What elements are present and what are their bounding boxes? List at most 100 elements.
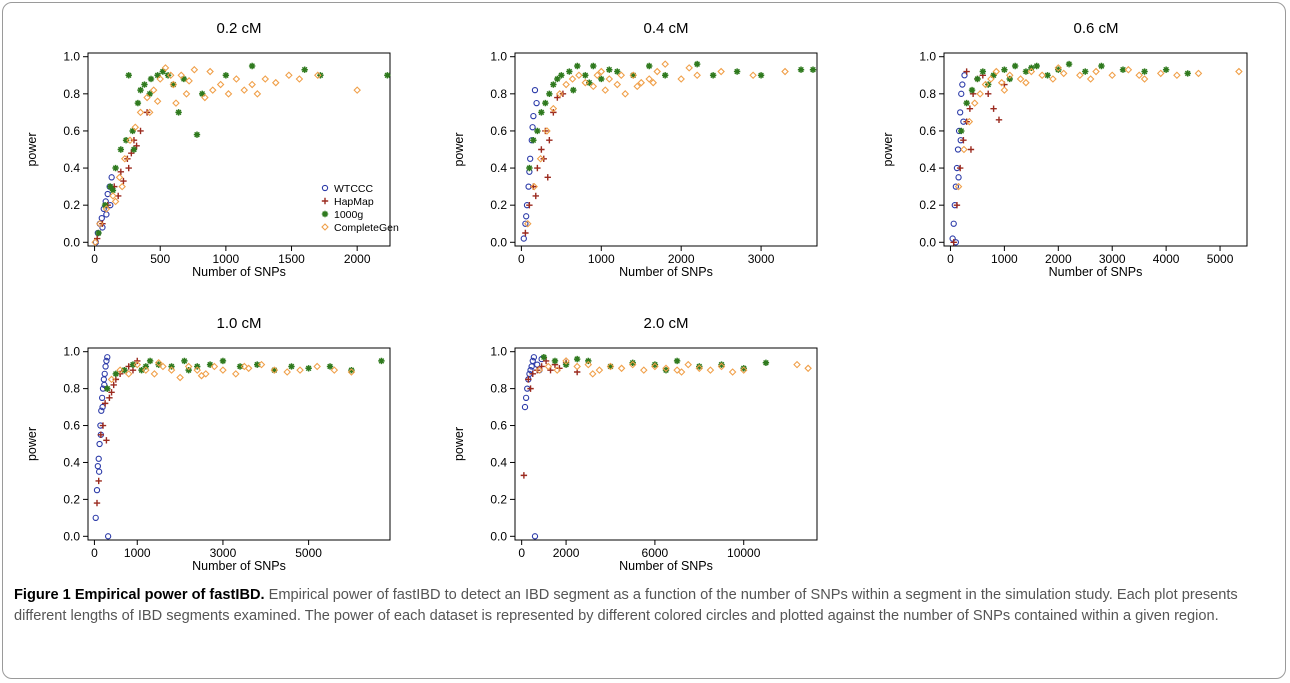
point-1000g [573, 355, 581, 363]
point-completegen [240, 86, 249, 94]
x-tick-label: 3000 [1099, 252, 1126, 266]
point-1000g [546, 90, 553, 98]
point-hapmap [97, 431, 105, 438]
point-completegen [804, 364, 812, 373]
point-completegen [124, 370, 133, 378]
point-1000g [146, 90, 153, 98]
point-completegen [216, 80, 225, 89]
figure-caption: Figure 1 Empirical power of fastIBD. Emp… [14, 585, 1276, 626]
point-hapmap [110, 381, 117, 389]
x-axis-label: Number of SNPs [619, 265, 713, 279]
point-1000g [180, 75, 188, 83]
point-1000g [236, 363, 244, 370]
x-tick-label: 0 [91, 252, 98, 266]
point-completegen [270, 366, 279, 374]
point-completegen [717, 362, 726, 371]
series-completegen [954, 64, 1243, 191]
x-tick-label: 2000 [668, 252, 695, 266]
point-completegen [166, 71, 175, 80]
point-wtccc [103, 357, 110, 365]
point-1000g [104, 385, 111, 392]
point-completegen [575, 71, 583, 80]
point-hapmap [963, 68, 970, 75]
point-1000g [534, 127, 541, 135]
point-completegen [717, 67, 725, 76]
point-completegen [118, 182, 126, 191]
x-tick-label: 0 [91, 546, 98, 560]
legend-label: WTCCC [334, 183, 373, 195]
point-completegen [283, 368, 291, 376]
point-hapmap [321, 197, 329, 205]
point-1000g [709, 72, 717, 79]
point-1000g [384, 72, 391, 79]
y-axis-label: power [881, 132, 895, 166]
series-wtccc [949, 72, 968, 246]
point-completegen [553, 366, 561, 374]
point-wtccc [959, 81, 966, 88]
point-hapmap [538, 146, 545, 153]
point-wtccc [952, 183, 960, 190]
point-completegen [285, 71, 293, 80]
point-hapmap [125, 164, 132, 172]
point-completegen [781, 67, 789, 76]
point-wtccc [93, 487, 101, 494]
point-1000g [606, 66, 613, 73]
x-tick-label: 1500 [278, 252, 305, 266]
point-completegen [161, 64, 170, 72]
point-hapmap [967, 146, 975, 153]
point-wtccc [523, 213, 530, 220]
point-completegen [536, 155, 545, 163]
point-completegen [562, 80, 570, 89]
y-tick-label: 0.0 [490, 235, 507, 249]
y-tick-label: 1.0 [63, 50, 80, 64]
point-completegen [606, 362, 615, 371]
point-completegen [728, 368, 737, 376]
point-completegen [793, 360, 801, 369]
point-completegen [1038, 71, 1046, 80]
point-1000g [206, 361, 214, 368]
point-1000g [219, 357, 227, 365]
plot-frame [514, 347, 818, 541]
point-wtccc [100, 376, 107, 383]
point-wtccc [101, 370, 108, 377]
point-completegen [347, 368, 356, 376]
point-completegen [1022, 78, 1030, 87]
point-completegen [662, 364, 670, 373]
point-completegen [970, 99, 979, 107]
y-tick-label: 0.6 [490, 419, 507, 433]
panel-3: 1.0 cM 0.0 0.2 0.4 0.6 0.8 1.0 0 1000 3000 5000 Num… [25, 315, 391, 573]
point-completegen [176, 373, 184, 382]
point-1000g [990, 72, 997, 79]
point-1000g [1184, 70, 1191, 77]
y-axis-label: power [452, 427, 466, 461]
x-tick-label: 3000 [210, 546, 237, 560]
point-1000g [141, 81, 148, 88]
point-completegen [1140, 75, 1149, 83]
point-completegen [649, 78, 657, 87]
point-1000g [1044, 72, 1051, 79]
point-completegen [651, 362, 659, 371]
point-1000g [1141, 68, 1148, 75]
point-1000g [1162, 66, 1170, 73]
point-completegen [601, 86, 610, 94]
point-1000g [607, 363, 614, 370]
point-1000g [718, 361, 725, 368]
x-tick-label: 2000 [553, 546, 580, 560]
x-tick-label: 2000 [344, 252, 371, 266]
plot-frame [87, 347, 391, 541]
y-tick-label: 0.2 [490, 198, 507, 212]
point-completegen [613, 80, 622, 89]
point-completegen [617, 71, 626, 80]
point-completegen [749, 71, 757, 80]
point-1000g [566, 68, 573, 75]
point-completegen [184, 362, 193, 371]
point-hapmap [106, 394, 113, 402]
point-completegen [739, 366, 748, 374]
point-completegen [677, 75, 685, 83]
y-tick-label: 1.0 [63, 345, 80, 359]
point-completegen [1108, 71, 1116, 80]
panel-4: 2.0 cM 0.0 0.2 0.4 0.6 0.8 1.0 0 2000 6000 10000 Nu… [452, 315, 818, 573]
point-wtccc [104, 354, 111, 361]
point-completegen [115, 173, 124, 182]
